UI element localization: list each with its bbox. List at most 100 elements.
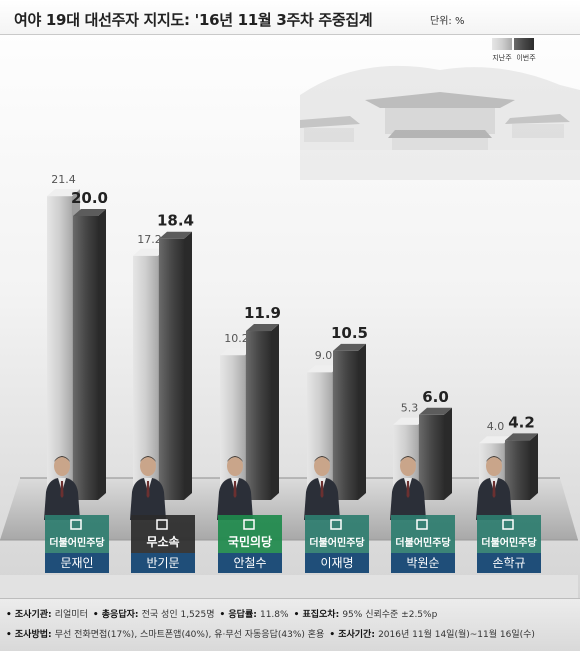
title-bar: 여야 19대 대선주자 지지도: '16년 11월 3주차 주중집계 단위: % bbox=[0, 0, 580, 35]
party-logo-icon bbox=[156, 519, 168, 530]
candidate-name-text: 손학규 bbox=[492, 556, 525, 570]
bar-this-week-3 bbox=[246, 324, 279, 500]
party-logo-icon bbox=[243, 519, 255, 530]
bar-front bbox=[220, 355, 245, 500]
footer-value: 무선 전화면접(17%), 스마트폰앱(40%), 유·무선 자동응답(43%)… bbox=[54, 630, 325, 640]
bar-top bbox=[73, 209, 106, 216]
value-label-last-week-5: 5.3 bbox=[401, 402, 419, 415]
bar-top bbox=[333, 343, 366, 351]
candidate-name-text: 이재명 bbox=[320, 556, 353, 570]
candidate-name-5: 박원순 bbox=[391, 553, 455, 573]
party-label-3: 국민의당 bbox=[228, 534, 272, 549]
value-label-this-week-1: 20.0 bbox=[71, 189, 108, 207]
footer-value: 전국 성인 1,525명 bbox=[141, 610, 215, 620]
bar-side bbox=[271, 324, 279, 500]
candidate-photo-4 bbox=[304, 456, 340, 520]
bar-side bbox=[184, 231, 192, 500]
bar-top bbox=[220, 348, 253, 356]
party-label-4: 더불어민주당 bbox=[309, 536, 365, 549]
footer-label: • 조사기관: bbox=[6, 610, 55, 620]
value-label-this-week-4: 10.5 bbox=[331, 324, 368, 342]
candidate-name-1: 문재인 bbox=[45, 553, 109, 573]
footer-label: • 조사방법: bbox=[6, 630, 55, 640]
candidate-name-2: 반기문 bbox=[131, 553, 195, 573]
legend-label-this-week: 이번주 bbox=[516, 53, 536, 62]
value-label-last-week-6: 4.0 bbox=[487, 420, 505, 433]
legend-swatch-this-week bbox=[514, 38, 534, 50]
bar-front bbox=[73, 216, 98, 500]
party-logo-icon bbox=[330, 519, 342, 530]
bar-top bbox=[47, 189, 80, 197]
value-label-last-week-4: 9.0 bbox=[315, 349, 333, 362]
footer-line-2: • 조사방법: 무선 전화면접(17%), 스마트폰앱(40%), 유·무선 자… bbox=[6, 627, 540, 640]
bar-top bbox=[419, 407, 452, 415]
candidate-photo-1 bbox=[44, 456, 80, 520]
bar-front bbox=[159, 238, 184, 500]
bars-layer: 21.4 20.0 17.2 18.4 10.2 11.9 9.0 10.5 5.36.0 4.0… bbox=[47, 173, 538, 500]
unit-label: 단위: % bbox=[430, 16, 465, 27]
bar-top bbox=[393, 417, 426, 425]
background-building-image bbox=[300, 65, 580, 180]
candidate-name-text: 문재인 bbox=[60, 556, 93, 570]
bar-front bbox=[333, 350, 358, 500]
value-label-last-week-3: 10.2 bbox=[224, 332, 249, 345]
bar-side bbox=[358, 343, 366, 500]
bar-side bbox=[530, 433, 538, 500]
party-badge-5: 더불어민주당 bbox=[391, 515, 455, 553]
party-logo-icon bbox=[70, 519, 82, 530]
value-label-last-week-1: 21.4 bbox=[51, 173, 76, 186]
bar-this-week-5 bbox=[419, 407, 452, 500]
bar-this-week-1 bbox=[73, 209, 106, 500]
value-label-last-week-2: 17.2 bbox=[137, 233, 162, 246]
party-label-1: 더불어민주당 bbox=[49, 536, 105, 549]
value-label-this-week-5: 6.0 bbox=[422, 388, 449, 406]
footer-label: • 표집오차: bbox=[293, 610, 343, 620]
footer-value: 리얼미터 bbox=[54, 610, 88, 620]
party-label-2: 무소속 bbox=[146, 535, 179, 549]
footer-label: • 조사기간: bbox=[329, 630, 379, 640]
bar-top bbox=[133, 248, 166, 256]
value-label-this-week-6: 4.2 bbox=[508, 413, 535, 431]
legend-label-last-week: 지난주 bbox=[492, 53, 512, 62]
bar-this-week-6 bbox=[505, 433, 538, 500]
footer-label: • 총응답자: bbox=[92, 610, 142, 620]
legend-swatch-last-week bbox=[492, 38, 512, 50]
candidate-name-6: 손학규 bbox=[477, 553, 541, 573]
bar-side bbox=[444, 407, 452, 500]
candidate-photo-2 bbox=[130, 456, 166, 520]
bar-top bbox=[159, 231, 192, 239]
footer-value: 2016년 11월 14일(월)~11월 16일(수) bbox=[378, 630, 535, 640]
candidate-photo-3 bbox=[217, 456, 253, 520]
value-label-this-week-3: 11.9 bbox=[244, 304, 281, 322]
footer-value: 11.8% bbox=[259, 610, 289, 620]
party-badge-4: 더불어민주당 bbox=[305, 515, 369, 553]
party-badge-2: 무소속 bbox=[131, 515, 195, 553]
party-logo-icon bbox=[502, 519, 514, 530]
bar-top bbox=[307, 365, 340, 373]
value-label-this-week-2: 18.4 bbox=[157, 212, 194, 230]
candidate-name-text: 반기문 bbox=[146, 556, 179, 570]
survey-footer: • 조사기관: 리얼미터 • 총응답자: 전국 성인 1,525명 • 응답률: 1… bbox=[0, 598, 580, 651]
bar-chart: 지난주 이번주 21.4 20.0 17.2 18.4 10.2 11.9 9.0 10.5 5… bbox=[0, 38, 580, 598]
candidate-name-4: 이재명 bbox=[305, 553, 369, 573]
bar-top bbox=[479, 436, 512, 444]
chart-title: 여야 19대 대선주자 지지도: '16년 11월 3주차 주중집계 bbox=[14, 11, 373, 29]
bar-front bbox=[246, 331, 271, 500]
footer-value: 95% 신뢰수준 ±2.5%p bbox=[342, 610, 438, 620]
candidate-name-text: 박원순 bbox=[406, 556, 439, 570]
candidate-photo-6 bbox=[476, 456, 512, 520]
candidate-name-text: 안철수 bbox=[233, 556, 266, 570]
bar-top bbox=[246, 324, 279, 332]
bar-side bbox=[98, 209, 106, 500]
bar-this-week-4 bbox=[333, 343, 366, 500]
bar-front bbox=[419, 414, 444, 500]
footer-line-1: • 조사기관: 리얼미터 • 총응답자: 전국 성인 1,525명 • 응답률: 1… bbox=[6, 607, 442, 620]
party-logo-icon bbox=[416, 519, 428, 530]
party-badge-6: 더불어민주당 bbox=[477, 515, 541, 553]
party-badge-3: 국민의당 bbox=[218, 515, 282, 553]
candidate-name-3: 안철수 bbox=[218, 553, 282, 573]
bar-top bbox=[505, 433, 538, 441]
bar-front bbox=[47, 196, 72, 500]
party-label-5: 더불어민주당 bbox=[395, 536, 451, 549]
